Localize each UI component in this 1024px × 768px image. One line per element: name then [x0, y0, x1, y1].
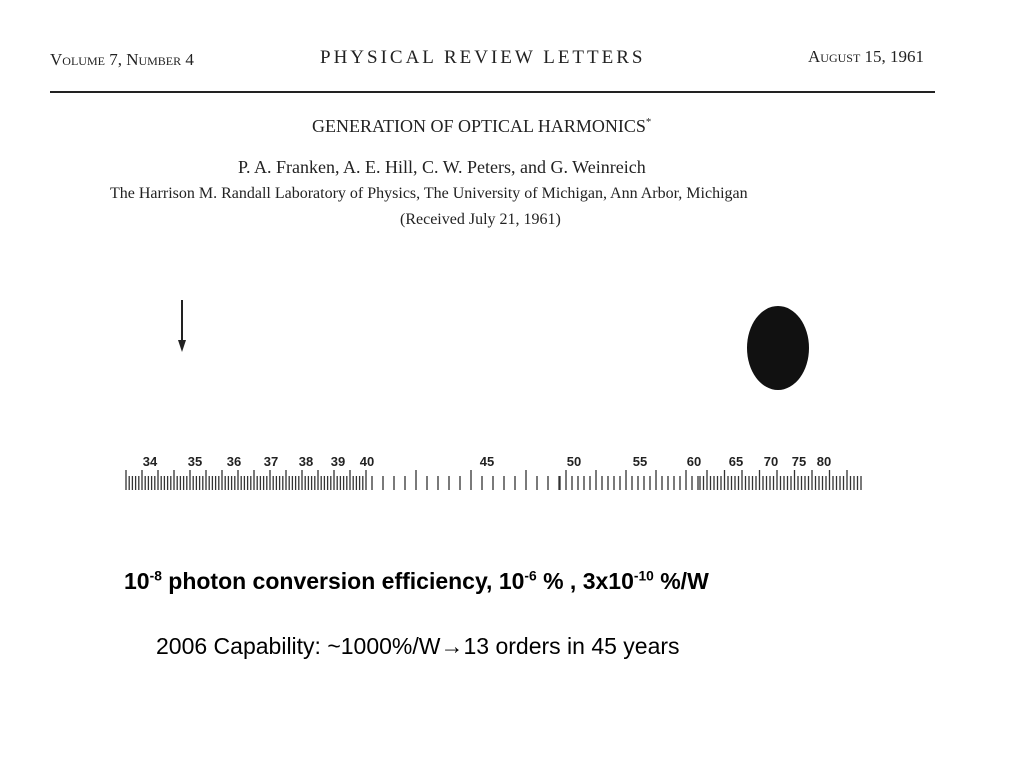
- volume: Volume 7, Number 4: [50, 50, 194, 69]
- caption: 10-8 photon conversion efficiency, 10-6 …: [124, 568, 709, 595]
- scale-label: 36: [227, 454, 241, 469]
- scale-label: 35: [188, 454, 202, 469]
- caption-exponent: -10: [633, 568, 654, 584]
- scale-label: 60: [687, 454, 701, 469]
- scale-label: 80: [817, 454, 831, 469]
- title-text: GENERATION OF OPTICAL HARMONICS: [312, 116, 646, 136]
- scale-label: 39: [331, 454, 345, 469]
- caption-exponent: -6: [524, 568, 537, 584]
- arrow-head: [178, 340, 186, 352]
- caption-text: %/W: [653, 568, 709, 594]
- scale-label: 50: [567, 454, 581, 469]
- header-rule: [50, 91, 935, 93]
- caption-text: 10: [124, 568, 150, 594]
- paper-title: GENERATION OF OPTICAL HARMONICS*: [312, 116, 651, 137]
- scale-label: 40: [360, 454, 374, 469]
- scale-label: 45: [480, 454, 494, 469]
- authors: P. A. Franken, A. E. Hill, C. W. Peters,…: [238, 157, 646, 177]
- scale-label: 34: [143, 454, 158, 469]
- scale-label: 70: [764, 454, 778, 469]
- date: August 15, 1961: [808, 47, 925, 66]
- caption-text: photon conversion efficiency, 10: [161, 568, 525, 594]
- scale-label: 55: [633, 454, 647, 469]
- caption-exponent: -8: [149, 568, 162, 584]
- affiliation: The Harrison M. Randall Laboratory of Ph…: [110, 185, 748, 202]
- note: 2006 Capability: ~1000%/W→13 orders in 4…: [156, 633, 680, 659]
- title-mark: *: [645, 116, 652, 128]
- journal: PHYSICAL REVIEW LETTERS: [320, 47, 646, 68]
- scale-label: 75: [792, 454, 806, 469]
- caption-text: % , 3x10: [536, 568, 634, 594]
- scale-label: 38: [299, 454, 313, 469]
- scale-label: 37: [264, 454, 278, 469]
- harmonic-spot: [747, 306, 809, 390]
- received: (Received July 21, 1961): [400, 211, 561, 228]
- scale-label: 65: [729, 454, 743, 469]
